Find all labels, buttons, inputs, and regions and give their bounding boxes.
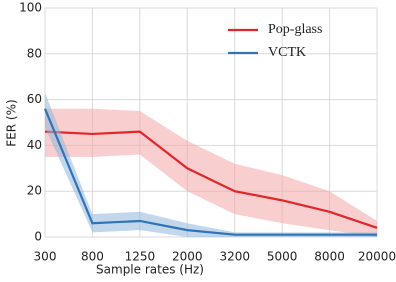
y-tick-label: 40: [27, 138, 42, 152]
y-tick-label: 0: [34, 230, 42, 244]
x-tick-label: 2000: [172, 250, 203, 264]
x-tick-label: 3200: [219, 250, 250, 264]
x-tick-label: 20000: [358, 250, 396, 264]
legend-label: Pop-glass: [268, 22, 322, 37]
x-tick-label: 300: [34, 250, 57, 264]
y-tick-label: 60: [27, 92, 42, 106]
y-tick-label: 100: [19, 1, 42, 15]
y-axis-label: FER (%): [5, 99, 19, 146]
line: [44, 130, 378, 229]
y-tick-label: 20: [27, 184, 42, 198]
x-tick-label: 8000: [314, 250, 345, 264]
x-tick-label: 800: [81, 250, 104, 264]
x-axis-label: Sample rates (Hz): [96, 263, 204, 277]
line: [43, 108, 377, 236]
x-tick-label: 1250: [125, 250, 156, 264]
error-band: [45, 108, 377, 237]
x-tick-label: 5000: [267, 250, 298, 264]
legend-label: VCTK: [268, 45, 306, 60]
y-tick-label: 80: [27, 46, 42, 60]
